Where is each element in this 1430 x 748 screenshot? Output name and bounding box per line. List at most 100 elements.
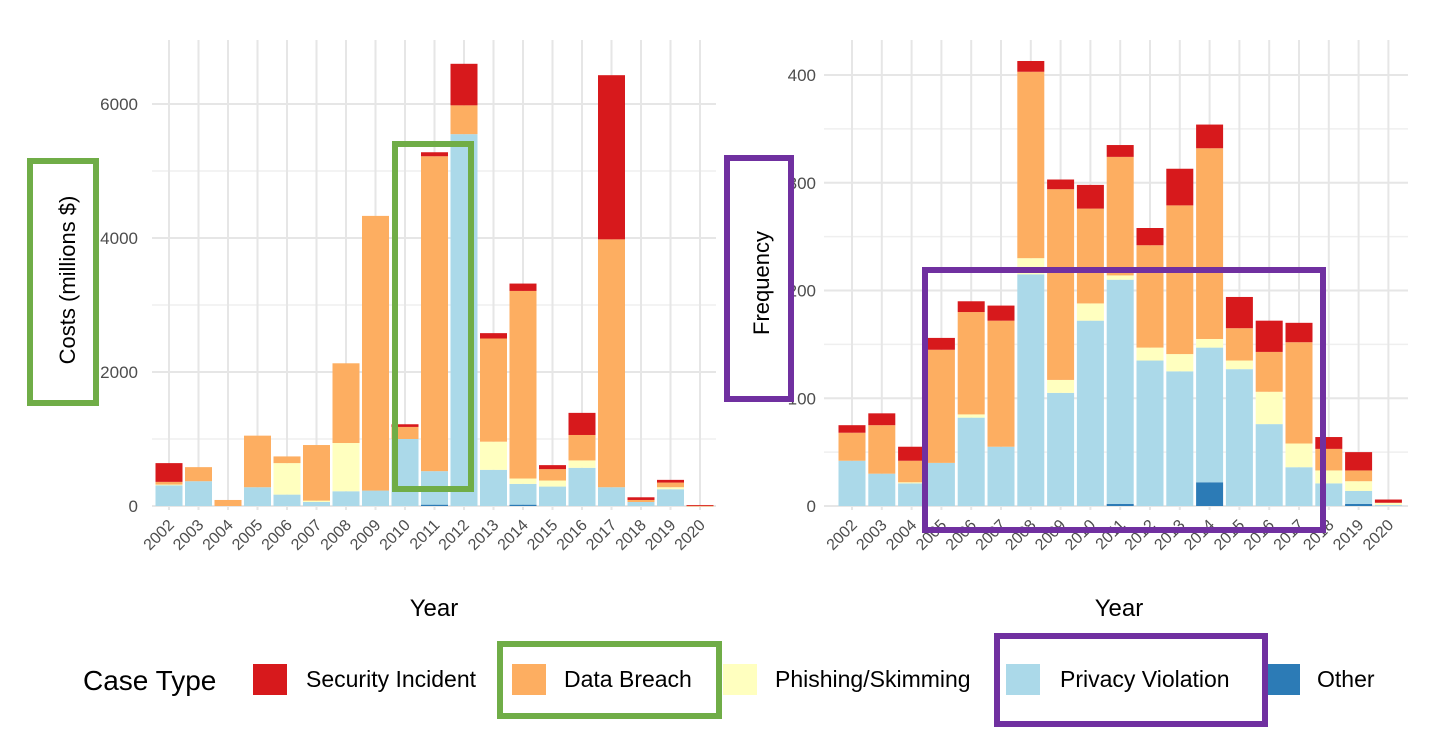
bar-segment (1047, 189, 1075, 380)
bar-segment (155, 463, 183, 482)
bar-segment (598, 239, 625, 488)
bar-segment (480, 441, 507, 470)
y-tick-label: 6000 (100, 95, 138, 114)
bar-segment (657, 487, 684, 490)
legend-label: Security Incident (306, 666, 477, 692)
bar-segment (1076, 303, 1104, 321)
legend-swatch (253, 664, 287, 695)
bar-segment (421, 504, 448, 506)
bar-segment (1285, 342, 1313, 444)
bar-segment (539, 469, 566, 481)
bar-segment (391, 426, 419, 439)
x-tick-label: 2004 (883, 517, 920, 554)
x-tick-label: 2005 (229, 517, 266, 554)
bar-segment (1196, 148, 1224, 339)
bar-segment (1136, 245, 1164, 348)
bar-segment (627, 499, 655, 502)
bar-segment (1285, 443, 1313, 468)
bar-segment (303, 500, 330, 502)
bar-segment (1136, 360, 1164, 506)
bar-segment (987, 305, 1015, 321)
cost-chart-y-ticks: 0 2000 4000 6000 (100, 95, 138, 516)
bar-segment (1166, 371, 1194, 506)
bar-segment (898, 483, 926, 506)
bar-segment (1315, 470, 1343, 484)
bar-segment (1076, 184, 1104, 209)
bar-segment (1255, 391, 1283, 425)
bar-segment (1076, 208, 1104, 304)
bar-segment (1047, 379, 1075, 393)
x-tick-label: 2016 (554, 517, 591, 554)
x-tick-label: 2002 (824, 517, 861, 554)
bar-segment (1225, 296, 1253, 329)
bar-segment (332, 363, 360, 444)
x-tick-label: 2019 (642, 517, 679, 554)
legend-label: Privacy Violation (1060, 666, 1230, 692)
bar-segment (362, 490, 389, 506)
bar-segment (1166, 354, 1194, 372)
bar-segment (838, 432, 866, 461)
highlight-frequency-bars (922, 267, 1326, 533)
bar-segment (657, 482, 684, 488)
bar-segment (898, 482, 926, 484)
y-tick-label: 100 (788, 389, 816, 408)
legend-label: Other (1317, 666, 1375, 692)
bar-segment (539, 480, 566, 487)
bar-segment (1225, 360, 1253, 370)
bar-segment (1017, 71, 1045, 259)
y-tick-label: 400 (788, 66, 816, 85)
bar-segment (1106, 279, 1134, 504)
bar-segment (927, 462, 955, 506)
x-tick-label: 2006 (259, 517, 296, 554)
bar-segment (1255, 320, 1283, 352)
bar-segment (1315, 437, 1343, 449)
bar-segment (1166, 205, 1194, 355)
highlight-cost-axis-title (27, 158, 99, 406)
bar-segment (987, 446, 1015, 506)
x-tick-label: 2002 (141, 517, 178, 554)
bar-segment (1285, 322, 1313, 343)
bar-segment (1017, 274, 1045, 506)
bar-segment (509, 478, 537, 484)
legend-label: Data Breach (564, 666, 692, 692)
bar-segment (1285, 467, 1313, 506)
legend-swatch (1266, 664, 1300, 695)
bar-segment (927, 349, 955, 463)
bar-segment (957, 414, 985, 418)
bar-segment (303, 445, 330, 501)
bar-segment (1196, 338, 1224, 348)
cost-chart-x-ticks: 2002200320042005200620072008200920102011… (141, 517, 709, 554)
x-tick-label: 2008 (1002, 517, 1039, 554)
bar-segment (1106, 145, 1134, 157)
x-tick-label: 2011 (407, 517, 443, 553)
bar-segment (568, 434, 596, 461)
bar-segment (1345, 503, 1373, 506)
bar-segment (838, 425, 866, 433)
bar-segment (987, 320, 1015, 447)
x-tick-label: 2010 (377, 517, 414, 554)
x-tick-label: 2019 (1330, 517, 1367, 554)
x-tick-label: 2004 (200, 517, 237, 554)
cost-chart-y-axis-title: Costs (millions $) (55, 196, 80, 365)
bar-segment (957, 301, 985, 313)
bar-segment (927, 337, 955, 350)
bar-segment (1315, 483, 1343, 506)
bar-segment (1374, 499, 1402, 503)
bar-segment (509, 290, 537, 479)
frequency-chart-y-axis-title: Frequency (749, 231, 774, 335)
bar-segment (1017, 60, 1045, 72)
bar-segment (686, 505, 714, 507)
bar-segment (155, 485, 183, 506)
x-tick-label: 2017 (1271, 517, 1308, 554)
bar-segment (1225, 369, 1253, 506)
bar-segment (1047, 179, 1075, 190)
bar-segment (1345, 490, 1373, 504)
legend: Case Type Security Incident Data Breach Ph… (83, 664, 1375, 696)
x-tick-label: 2020 (672, 517, 709, 554)
bar-segment (1255, 351, 1283, 392)
bar-segment (214, 499, 242, 506)
bar-segment (480, 338, 507, 442)
bar-segment (509, 283, 537, 291)
bar-segment (332, 443, 360, 492)
